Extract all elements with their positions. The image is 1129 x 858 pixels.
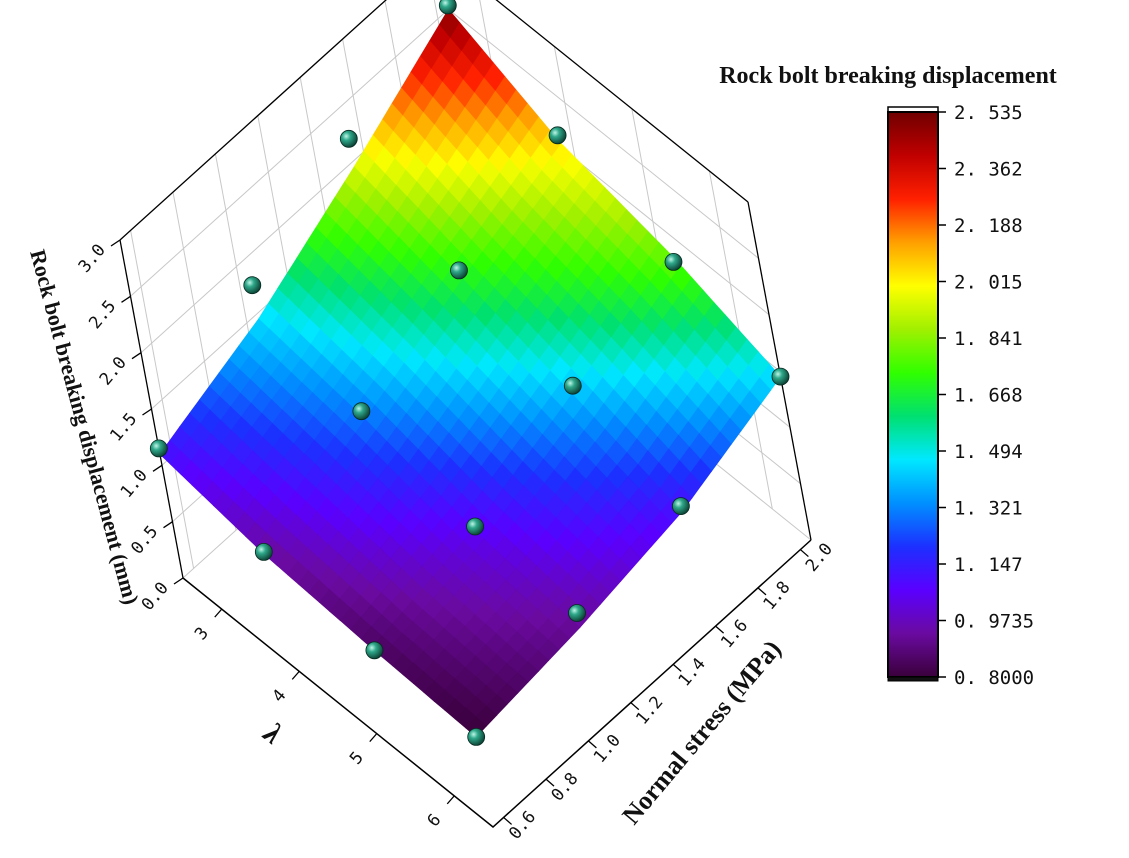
colorbar-tick-label: 1. 494 (954, 441, 1023, 463)
z-tick-label: 1.5 (106, 409, 141, 445)
z-tick-label: 3.0 (75, 240, 110, 276)
z-tick-mark (142, 408, 152, 416)
colorbar-tick-label: 1. 147 (954, 554, 1023, 576)
x-tick-label: 3 (191, 624, 213, 645)
y-tick-mark (715, 625, 725, 634)
front-axis-lines (182, 539, 812, 828)
y-tick-mark (672, 663, 682, 672)
y-tick-label: 1.4 (675, 654, 710, 690)
frame-edge (495, 0, 749, 203)
data-point (438, 0, 457, 15)
data-point (548, 126, 567, 145)
data-point (467, 728, 486, 746)
surface (159, 8, 782, 738)
y-tick-mark (630, 702, 640, 711)
data-point (352, 402, 371, 421)
x-tick-label: 5 (346, 748, 368, 769)
z-tick-mark (163, 521, 173, 529)
colorbar-ticks: 2. 535 2. 362 2. 188 2. 015 1. 841 1. 668 1. 4… (938, 102, 1034, 689)
y-tick-mark (757, 587, 767, 596)
y-tick-mark (503, 816, 513, 825)
data-point (664, 252, 683, 271)
frame-edge (119, 0, 387, 241)
x-tick-mark (291, 670, 300, 680)
grid-line-y (130, 230, 195, 569)
front-edges (182, 539, 812, 828)
y-tick-label: 1.8 (760, 578, 795, 614)
data-point (149, 439, 168, 458)
x-tick-mark (214, 608, 223, 618)
colorbar-tick-label: 2. 188 (954, 215, 1023, 237)
y-tick-label: 0.8 (548, 769, 583, 805)
z-tick-mark (173, 577, 184, 585)
colorbar-tick-label: 1. 668 (954, 385, 1023, 407)
y-tick-mark (545, 778, 555, 787)
data-point (466, 517, 485, 536)
y-tick-mark (799, 549, 809, 558)
data-point (771, 367, 790, 386)
data-point (563, 376, 582, 395)
y-tick-mark (587, 740, 597, 749)
colorbar-frame-bottom (887, 676, 939, 682)
x-tick-mark (446, 795, 455, 805)
data-points (149, 0, 790, 746)
colorbar-tick-label: 1. 321 (954, 498, 1023, 520)
colorbar-tick-label: 0. 8000 (954, 667, 1034, 689)
data-point (254, 543, 273, 561)
y-tick-label: 1.6 (717, 616, 752, 652)
data-point (339, 129, 358, 148)
colorbar-tick-label: 0. 9735 (954, 611, 1034, 633)
data-point (672, 497, 690, 516)
y-tick-label: 1.2 (632, 692, 667, 728)
z-tick-label: 1.0 (117, 466, 152, 502)
z-tick-mark (110, 239, 121, 247)
x-tick-label: 6 (423, 810, 445, 831)
colorbar-tick-label: 2. 535 (954, 102, 1023, 124)
y-tick-label: 1.0 (590, 731, 625, 767)
x-tick-mark (369, 733, 378, 743)
data-point (365, 641, 384, 660)
x-tick-label: 4 (268, 686, 290, 707)
z-tick-mark (131, 352, 142, 360)
z-tick-label: 2.5 (85, 297, 120, 333)
data-point (450, 261, 468, 280)
y-tick-label: 0.6 (505, 807, 540, 843)
y-tick-label: 2.0 (802, 539, 837, 575)
data-point (568, 604, 586, 622)
z-tick-label: 2.0 (96, 353, 131, 389)
colorbar-tick-label: 2. 015 (954, 272, 1023, 294)
z-tick-mark (152, 464, 163, 472)
z-tick-mark (121, 295, 131, 303)
colorbar-tick-label: 2. 362 (954, 159, 1023, 181)
x-axis-label: λ (256, 715, 288, 750)
data-point (243, 276, 262, 295)
colorbar-title: Rock bolt breaking displacement (719, 63, 1057, 89)
z-tick-label: 0.5 (127, 522, 162, 558)
colorbar-tick-label: 1. 841 (954, 328, 1023, 350)
colorbar (887, 111, 939, 678)
